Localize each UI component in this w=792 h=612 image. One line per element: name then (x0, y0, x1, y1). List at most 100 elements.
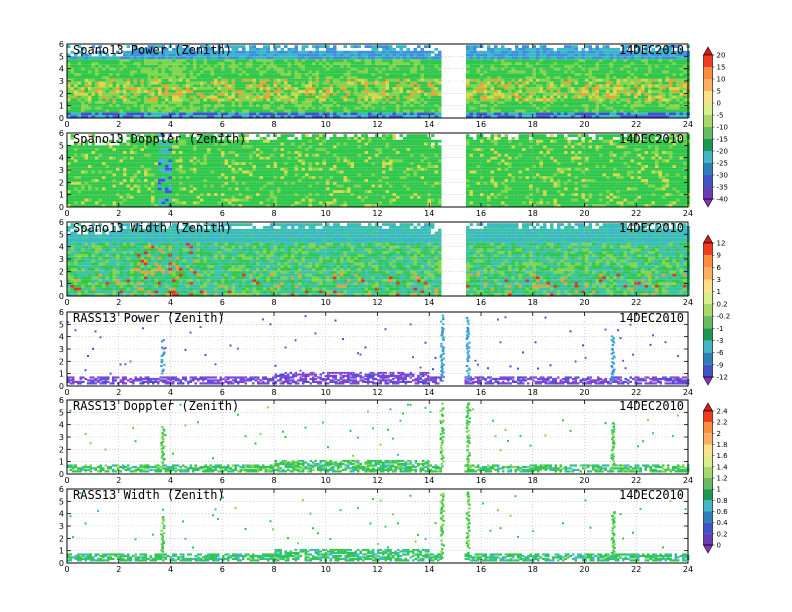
data-cell (623, 84, 627, 88)
data-cell (154, 198, 158, 202)
data-cell (179, 56, 183, 60)
data-cell (95, 98, 99, 102)
data-cell (137, 148, 141, 151)
data-cell (154, 98, 158, 102)
data-cell (105, 187, 109, 191)
data-cell (382, 81, 386, 85)
data-cell (294, 62, 298, 65)
data-cell (368, 56, 372, 60)
data-cell (305, 56, 309, 60)
data-cell (616, 115, 620, 118)
data-cell (651, 56, 655, 60)
data-cell (602, 64, 606, 68)
data-cell (525, 92, 529, 96)
data-cell (266, 76, 270, 79)
data-cell (651, 109, 655, 113)
data-cell (291, 53, 295, 57)
data-cell (564, 81, 568, 85)
data-cell (466, 115, 470, 118)
data-cell (553, 109, 557, 113)
data-cell (294, 92, 298, 96)
data-cell (620, 64, 624, 68)
x-tick-label: 24 (683, 120, 693, 129)
data-cell (501, 112, 505, 116)
data-cell (655, 45, 659, 48)
data-cell (137, 151, 141, 154)
data-cell (298, 81, 302, 85)
data-cell (186, 59, 190, 62)
data-cell (196, 98, 200, 102)
data-cell (333, 78, 337, 82)
data-cell (116, 84, 120, 88)
data-cell (301, 95, 305, 99)
data-cell (123, 195, 127, 199)
data-cell (434, 106, 438, 110)
data-cell (238, 115, 242, 118)
data-cell (308, 53, 312, 57)
data-cell (252, 59, 256, 62)
data-cell (221, 56, 225, 60)
data-cell (581, 106, 585, 110)
data-cell (511, 73, 515, 76)
data-cell (553, 101, 557, 104)
data-cell (109, 165, 113, 168)
data-cell (172, 90, 176, 93)
data-cell (378, 115, 382, 118)
data-cell (133, 64, 137, 68)
data-cell (536, 76, 540, 79)
data-cell (319, 73, 323, 76)
data-cell (228, 50, 232, 54)
data-cell (543, 48, 547, 51)
data-cell (217, 104, 221, 107)
data-cell (382, 59, 386, 62)
data-cell (158, 167, 162, 171)
data-cell (105, 62, 109, 65)
data-cell (235, 81, 239, 85)
data-cell (333, 92, 337, 96)
data-cell (249, 73, 253, 76)
data-cell (536, 115, 540, 118)
data-cell (504, 109, 508, 113)
data-cell (186, 50, 190, 54)
data-cell (606, 62, 610, 65)
data-cell (385, 64, 389, 68)
data-cell (228, 78, 232, 82)
data-cell (413, 95, 417, 99)
data-cell (616, 56, 620, 60)
data-cell (186, 98, 190, 102)
data-cell (669, 45, 673, 48)
data-cell (385, 115, 389, 118)
data-cell (361, 81, 365, 85)
data-cell (585, 62, 589, 65)
data-cell (116, 112, 120, 116)
data-cell (399, 73, 403, 76)
data-cell (560, 78, 564, 82)
data-cell (399, 48, 403, 51)
data-cell (574, 92, 578, 96)
data-cell (599, 53, 603, 57)
data-cell (238, 53, 242, 57)
data-cell (147, 176, 151, 179)
data-cell (91, 193, 95, 196)
data-cell (168, 62, 172, 65)
data-cell (105, 76, 109, 79)
data-cell (259, 53, 263, 57)
data-cell (158, 153, 162, 157)
data-cell (529, 78, 533, 82)
data-cell (623, 73, 627, 76)
data-cell (613, 106, 617, 110)
data-cell (203, 106, 207, 110)
data-cell (88, 59, 92, 62)
data-cell (522, 62, 526, 65)
data-cell (613, 62, 617, 65)
data-cell (287, 101, 291, 104)
data-cell (599, 73, 603, 76)
data-cell (126, 184, 130, 188)
data-cell (273, 92, 277, 96)
data-cell (102, 92, 106, 96)
data-cell (508, 67, 512, 71)
data-cell (672, 56, 676, 60)
data-cell (648, 70, 652, 74)
data-cell (144, 64, 148, 68)
data-cell (606, 98, 610, 102)
